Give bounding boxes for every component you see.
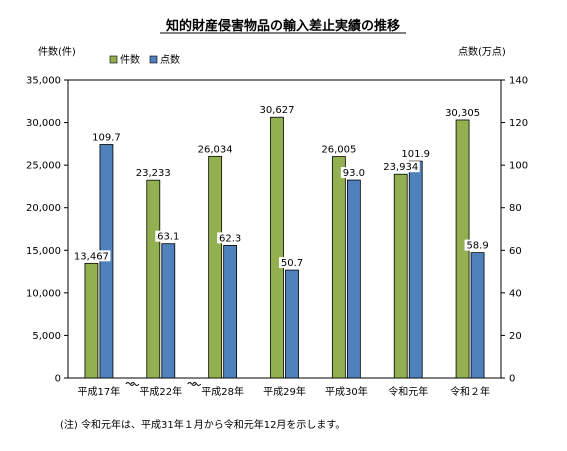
category-label: 平成22年	[139, 385, 182, 398]
bar-points	[346, 179, 361, 379]
legend: 件数 点数	[109, 53, 180, 66]
svg-text:26,034: 26,034	[198, 144, 233, 155]
axis-break-marker	[187, 382, 202, 386]
svg-text:50.7: 50.7	[281, 258, 303, 269]
data-label: 62.3	[217, 232, 244, 244]
data-label: 23,934	[381, 161, 420, 173]
data-label: 50.7	[279, 257, 305, 269]
right-tick-label: 40	[509, 288, 522, 299]
data-label: 101.9	[399, 148, 432, 160]
svg-text:13,467: 13,467	[74, 251, 109, 262]
bar-count	[393, 173, 408, 379]
legend-swatch	[109, 55, 118, 64]
left-tick-label: 5,000	[32, 331, 61, 342]
right-tick-label: 80	[509, 203, 522, 214]
svg-text:63.1: 63.1	[157, 232, 179, 243]
left-tick-label: 30,000	[26, 118, 61, 129]
data-label: 23,233	[134, 167, 173, 179]
data-label: 26,005	[319, 143, 358, 156]
left-axis: 0 5,000 10,000 15,000 20,000 25,000 30,000 35,0…	[26, 76, 68, 385]
chart-title: 知的財産侵害物品の輸入差止実績の推移	[166, 18, 400, 34]
svg-text:23,934: 23,934	[383, 162, 418, 173]
legend-label: 点数	[160, 53, 180, 66]
data-label: 58.9	[464, 239, 491, 252]
right-tick-label: 120	[509, 118, 528, 129]
category-label: 令和２年	[450, 385, 490, 398]
right-tick-label: 100	[509, 161, 528, 172]
bar-count	[331, 156, 346, 379]
data-label: 109.7	[90, 131, 123, 143]
svg-text:58.9: 58.9	[466, 241, 488, 252]
data-label: 30,627	[258, 104, 296, 116]
category-labels: 平成17年 平成22年 平成28年 平成29年 平成30年 令和元年 令和２年	[78, 385, 491, 398]
legend-label: 件数	[120, 53, 140, 66]
data-label: 13,467	[72, 250, 111, 262]
bar-points	[470, 252, 485, 379]
data-label: 26,034	[196, 143, 235, 155]
svg-text:101.9: 101.9	[401, 149, 430, 160]
svg-text:109.7: 109.7	[92, 132, 121, 143]
data-label: 93.0	[340, 167, 367, 179]
bar-points	[408, 160, 423, 379]
right-axis-unit: 点数(万点)	[458, 45, 506, 58]
left-tick-label: 25,000	[26, 161, 61, 172]
bar-count	[146, 179, 161, 379]
legend-item: 点数	[149, 53, 180, 66]
left-tick-label: 15,000	[26, 246, 61, 257]
category-label: 平成28年	[201, 385, 244, 398]
svg-text:62.3: 62.3	[219, 233, 241, 244]
axis-breaks	[125, 382, 202, 386]
right-axis: 0 20 40 60 80 100 120 140	[501, 76, 528, 385]
data-labels: 13,467 109.7 23,233 63.1 26,034 62.3 30,627 50.…	[72, 104, 491, 269]
svg-text:30,305: 30,305	[445, 108, 480, 119]
bar-count	[84, 262, 99, 379]
category-label: 令和元年	[388, 385, 428, 398]
left-tick-label: 20,000	[26, 203, 61, 214]
left-tick-label: 35,000	[26, 76, 61, 87]
left-tick-label: 10,000	[26, 288, 61, 299]
footnote: (注) 令和元年は、平成31年１月から令和元年12月を示します。	[60, 418, 345, 431]
legend-item: 件数	[109, 53, 140, 66]
bars	[84, 116, 485, 379]
svg-text:30,627: 30,627	[260, 105, 295, 116]
right-tick-label: 0	[509, 374, 515, 385]
right-tick-label: 60	[509, 246, 522, 257]
svg-text:26,005: 26,005	[321, 145, 356, 156]
bar-points	[223, 244, 238, 379]
data-label: 30,305	[443, 106, 482, 119]
svg-text:93.0: 93.0	[343, 168, 365, 179]
svg-text:23,233: 23,233	[136, 168, 171, 179]
left-axis-unit: 件数(件)	[38, 45, 76, 58]
data-label: 63.1	[155, 230, 182, 243]
right-tick-label: 140	[509, 76, 528, 87]
bar-points	[285, 269, 299, 379]
legend-swatch	[149, 55, 158, 64]
axis-break-marker	[125, 382, 140, 386]
bar-points	[161, 243, 176, 379]
category-label: 平成30年	[325, 385, 368, 398]
bar-count	[270, 116, 284, 379]
plot-area	[67, 79, 502, 379]
right-tick-label: 20	[509, 331, 522, 342]
bar-count	[208, 155, 223, 379]
category-label: 平成29年	[263, 385, 306, 398]
left-tick-label: 0	[55, 374, 61, 385]
category-label: 平成17年	[78, 385, 121, 398]
